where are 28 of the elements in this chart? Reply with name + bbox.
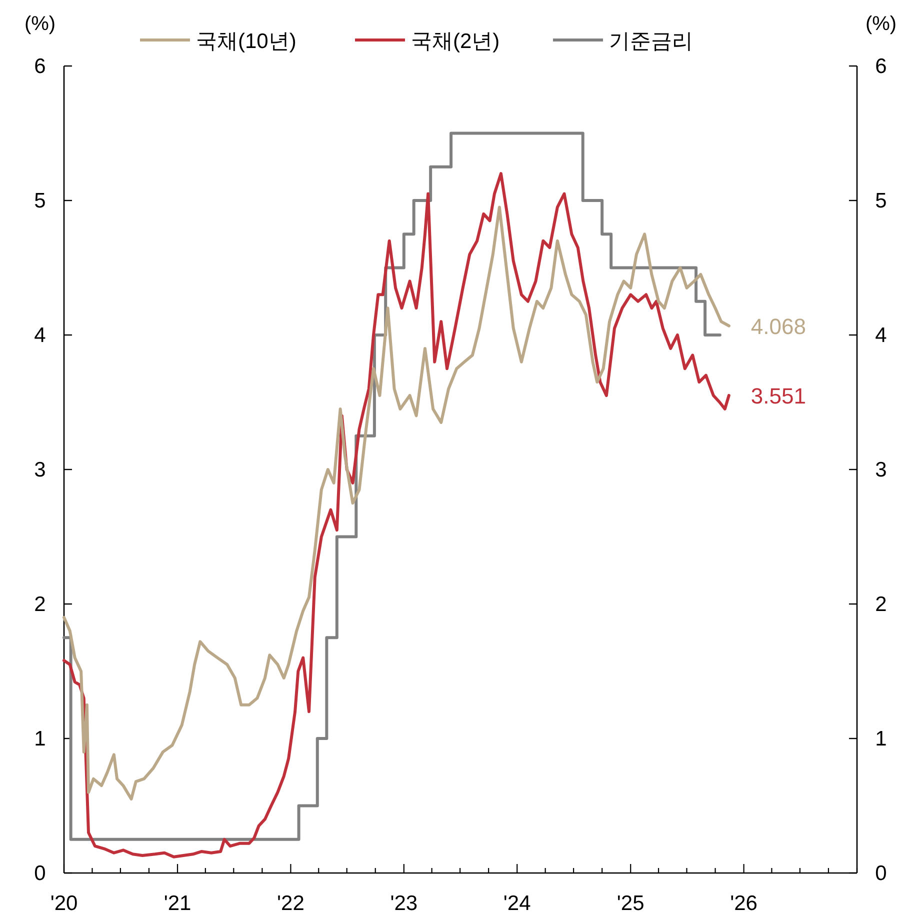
- y-tick-label: 0: [34, 862, 46, 885]
- legend-label: 국채(2년): [411, 30, 500, 53]
- x-tick-label: '23: [390, 892, 418, 915]
- y2-tick-label: 2: [875, 593, 887, 616]
- y-tick-label: 5: [34, 190, 46, 212]
- y2-tick-label: 6: [875, 55, 887, 78]
- y2-tick-label: 5: [875, 190, 887, 212]
- x-tick-label: '24: [503, 892, 532, 915]
- y-tick-label: 2: [34, 593, 46, 616]
- y2-tick-label: 3: [875, 458, 887, 482]
- legend-label: 기준금리: [609, 30, 693, 53]
- x-tick-label: '20: [50, 892, 78, 915]
- legend-label: 국채(10년): [196, 30, 296, 53]
- annotation: 3.551: [750, 383, 806, 408]
- x-tick-label: '21: [164, 892, 192, 915]
- x-tick-label: '22: [277, 892, 304, 915]
- y2-tick-label: 1: [875, 728, 887, 750]
- y2-tick-label: 4: [875, 324, 888, 347]
- y-tick-label: 1: [34, 728, 46, 750]
- x-tick-label: '26: [730, 892, 758, 915]
- y-axis-title: (%): [24, 13, 56, 35]
- y-tick-label: 3: [34, 458, 46, 482]
- y-tick-label: 4: [34, 324, 46, 347]
- annotation: 4.068: [750, 314, 806, 339]
- y-tick-label: 6: [34, 55, 46, 78]
- y2-tick-label: 0: [875, 862, 887, 885]
- y2-axis-title: (%): [865, 13, 897, 35]
- x-tick-label: '25: [616, 892, 644, 915]
